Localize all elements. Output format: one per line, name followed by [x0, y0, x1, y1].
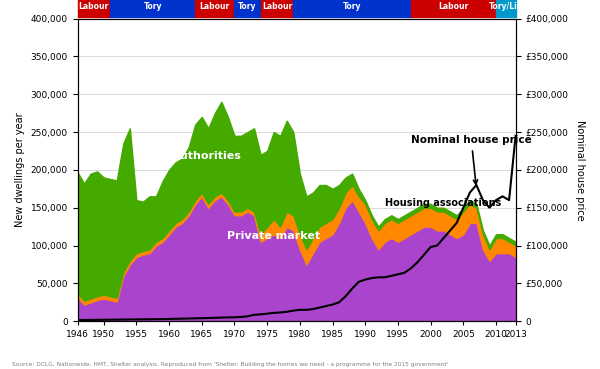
Text: Tory: Tory: [143, 2, 162, 11]
Text: Labour: Labour: [262, 2, 292, 11]
Text: Local authorities: Local authorities: [136, 151, 241, 161]
Bar: [195, 0, 235, 17]
Bar: [110, 0, 195, 17]
Text: Source: DCLG, Nationwide, HMT, Shelter analysis. Reproduced from 'Shelter: Build: Source: DCLG, Nationwide, HMT, Shelter a…: [12, 362, 448, 367]
Bar: [260, 0, 293, 17]
Text: Tory: Tory: [238, 2, 257, 11]
Text: Private market: Private market: [227, 231, 320, 241]
Y-axis label: New dwellings per year: New dwellings per year: [15, 113, 25, 227]
Y-axis label: Nominal house price: Nominal house price: [575, 120, 585, 220]
Text: Nominal house price: Nominal house price: [411, 135, 532, 184]
Text: Tory/Lib: Tory/Lib: [488, 2, 523, 11]
Text: Labour: Labour: [79, 2, 109, 11]
Text: Labour: Labour: [200, 2, 230, 11]
Bar: [293, 0, 411, 17]
Text: Housing associations: Housing associations: [385, 198, 501, 208]
Bar: [77, 0, 110, 17]
Bar: [235, 0, 260, 17]
Bar: [411, 0, 496, 17]
Bar: [496, 0, 515, 17]
Text: Labour: Labour: [439, 2, 469, 11]
Text: Tory: Tory: [343, 2, 361, 11]
